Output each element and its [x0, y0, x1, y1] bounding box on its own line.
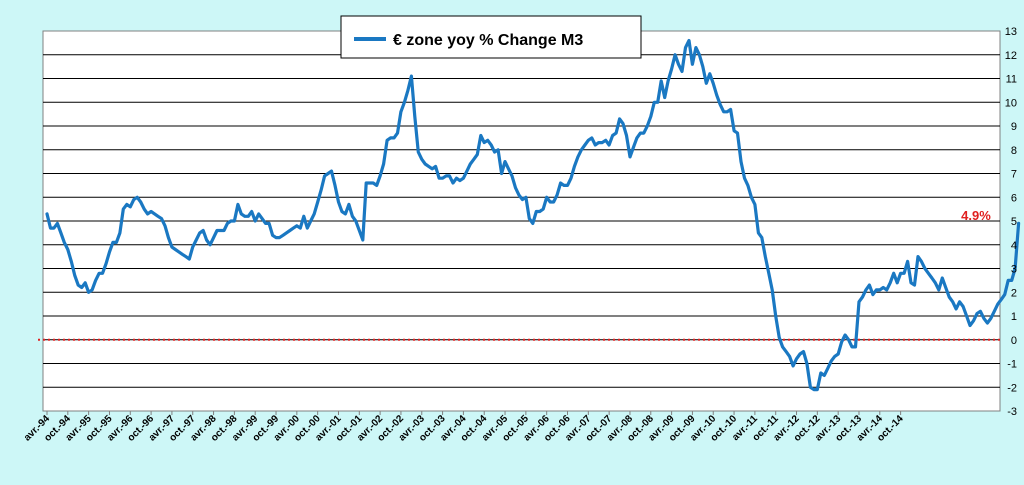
y-tick-label: -3	[1007, 406, 1017, 418]
series-lines	[45, 38, 1021, 392]
legend-label: € zone yoy % Change M3	[393, 32, 583, 49]
legend-box	[340, 15, 642, 59]
y-tick-label: 6	[1011, 192, 1017, 204]
y-tick-label: 4	[1011, 240, 1017, 252]
y-tick-label: 2	[1011, 287, 1017, 299]
series-m3-line	[45, 38, 1021, 392]
y-tick-label: 9	[1011, 121, 1017, 133]
y-tick-label: 3	[1011, 264, 1017, 276]
legend: € zone yoy % Change M3	[340, 15, 642, 59]
y-tick-label: 10	[1005, 97, 1017, 109]
y-tick-label: 1	[1011, 311, 1017, 323]
y-tick-label: 12	[1005, 50, 1017, 62]
y-tick-label: 0	[1011, 335, 1017, 347]
y-tick-label: 13	[1005, 26, 1017, 38]
last-value-label: 4.9%	[961, 208, 991, 223]
annotations: 4.9%	[961, 208, 991, 223]
y-tick-label: 7	[1011, 169, 1017, 181]
y-tick-label: -1	[1007, 359, 1017, 371]
y-tick-label: 11	[1006, 74, 1017, 86]
y-tick-label: -2	[1007, 382, 1017, 394]
y-tick-label: 8	[1011, 145, 1017, 157]
y-tick-label: 5	[1011, 216, 1017, 228]
